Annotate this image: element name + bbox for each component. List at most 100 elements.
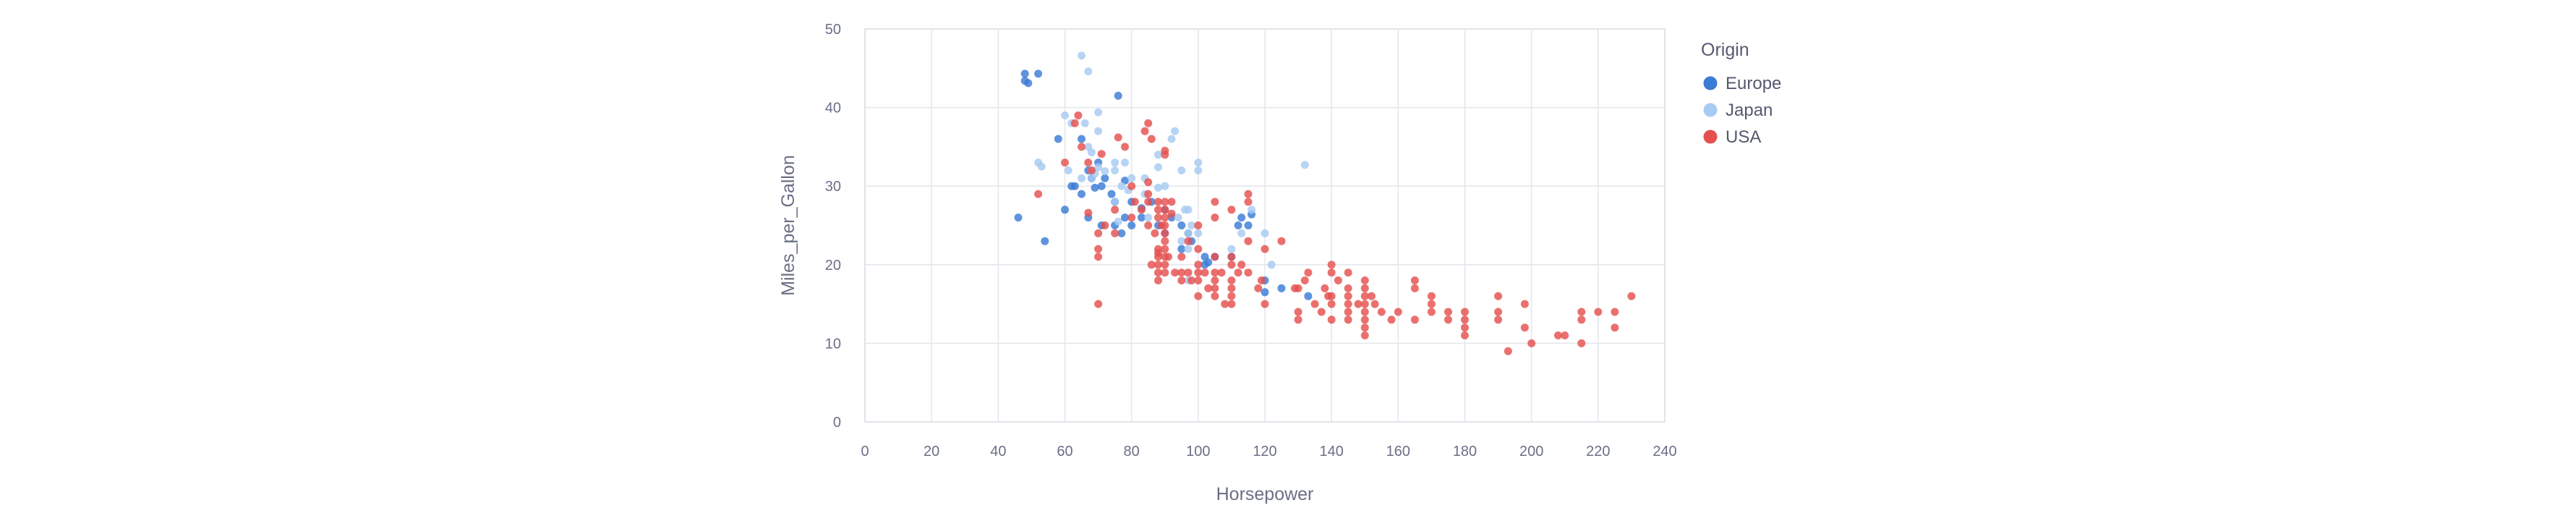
data-point[interactable] <box>1111 206 1119 214</box>
data-point[interactable] <box>1154 198 1162 206</box>
data-point[interactable] <box>1094 163 1103 172</box>
data-point[interactable] <box>1611 308 1619 316</box>
data-point[interactable] <box>1087 166 1096 174</box>
data-point[interactable] <box>1144 119 1153 127</box>
data-point[interactable] <box>1368 292 1376 300</box>
data-point[interactable] <box>1094 253 1103 261</box>
data-point[interactable] <box>1394 308 1402 316</box>
data-point[interactable] <box>1334 276 1342 284</box>
data-point[interactable] <box>1410 284 1419 292</box>
data-point[interactable] <box>1121 158 1129 167</box>
data-point[interactable] <box>1084 158 1093 167</box>
data-point[interactable] <box>1194 245 1203 253</box>
data-point[interactable] <box>1494 316 1503 324</box>
data-point[interactable] <box>1237 229 1246 237</box>
data-point[interactable] <box>1078 143 1086 151</box>
data-point[interactable] <box>1344 284 1352 292</box>
data-point[interactable] <box>1360 300 1369 308</box>
data-point[interactable] <box>1277 237 1286 245</box>
data-point[interactable] <box>1111 158 1119 167</box>
data-point[interactable] <box>1144 190 1153 198</box>
data-point[interactable] <box>1061 111 1069 119</box>
data-point[interactable] <box>1327 300 1336 308</box>
data-point[interactable] <box>1024 79 1033 88</box>
data-point[interactable] <box>1194 292 1203 300</box>
data-point[interactable] <box>1161 182 1169 190</box>
data-point[interactable] <box>1117 229 1126 237</box>
data-point[interactable] <box>1177 221 1186 229</box>
data-point[interactable] <box>1244 221 1253 229</box>
data-point[interactable] <box>1121 143 1129 151</box>
data-point[interactable] <box>1078 51 1086 60</box>
data-point[interactable] <box>1211 276 1219 284</box>
data-point[interactable] <box>1294 284 1302 292</box>
data-point[interactable] <box>1101 174 1109 182</box>
data-point[interactable] <box>1177 245 1186 253</box>
data-point[interactable] <box>1114 91 1122 100</box>
data-point[interactable] <box>1194 229 1203 237</box>
data-point[interactable] <box>1161 151 1169 159</box>
data-point[interactable] <box>1261 300 1269 308</box>
data-point[interactable] <box>1627 292 1636 300</box>
data-point[interactable] <box>1234 221 1242 229</box>
data-point[interactable] <box>1151 229 1159 237</box>
data-point[interactable] <box>1111 166 1119 174</box>
data-point[interactable] <box>1034 190 1043 198</box>
data-point[interactable] <box>1204 284 1213 292</box>
data-point[interactable] <box>1154 276 1162 284</box>
data-point[interactable] <box>1261 245 1269 253</box>
data-point[interactable] <box>1154 151 1162 159</box>
data-point[interactable] <box>1294 316 1302 324</box>
data-point[interactable] <box>1194 268 1203 277</box>
data-point[interactable] <box>1211 213 1219 222</box>
data-point[interactable] <box>1078 135 1086 143</box>
data-point[interactable] <box>1097 150 1106 158</box>
data-point[interactable] <box>1360 331 1369 339</box>
legend-item-usa[interactable]: USA <box>1703 127 1762 147</box>
data-point[interactable] <box>1167 198 1176 206</box>
data-point[interactable] <box>1054 135 1062 143</box>
data-point[interactable] <box>1310 300 1319 308</box>
data-point[interactable] <box>1254 284 1263 292</box>
data-point[interactable] <box>1177 237 1186 245</box>
data-point[interactable] <box>1227 206 1236 214</box>
data-point[interactable] <box>1257 276 1266 284</box>
data-point[interactable] <box>1154 268 1162 277</box>
data-point[interactable] <box>1194 166 1203 174</box>
data-point[interactable] <box>1227 276 1236 284</box>
data-point[interactable] <box>1360 284 1369 292</box>
data-point[interactable] <box>1360 316 1369 324</box>
data-point[interactable] <box>1321 284 1329 292</box>
data-point[interactable] <box>1461 308 1469 316</box>
data-point[interactable] <box>1554 331 1562 339</box>
data-point[interactable] <box>1154 163 1162 172</box>
data-point[interactable] <box>1611 323 1619 332</box>
data-point[interactable] <box>1161 229 1169 237</box>
data-point[interactable] <box>1174 213 1182 222</box>
data-point[interactable] <box>1111 229 1119 237</box>
data-point[interactable] <box>1461 316 1469 324</box>
data-point[interactable] <box>1594 308 1603 316</box>
data-point[interactable] <box>1161 245 1169 253</box>
data-point[interactable] <box>1097 182 1106 190</box>
data-point[interactable] <box>1211 292 1219 300</box>
data-point[interactable] <box>1147 261 1156 269</box>
data-point[interactable] <box>1094 245 1103 253</box>
data-point[interactable] <box>1494 292 1503 300</box>
data-point[interactable] <box>1161 206 1169 214</box>
data-point[interactable] <box>1161 221 1169 229</box>
data-point[interactable] <box>1520 300 1529 308</box>
data-point[interactable] <box>1211 198 1219 206</box>
data-point[interactable] <box>1360 276 1369 284</box>
data-point[interactable] <box>1167 209 1176 218</box>
data-point[interactable] <box>1154 213 1162 222</box>
data-point[interactable] <box>1227 245 1236 253</box>
data-point[interactable] <box>1114 217 1122 226</box>
data-point[interactable] <box>1344 268 1352 277</box>
data-point[interactable] <box>1354 300 1362 308</box>
data-point[interactable] <box>1121 213 1129 222</box>
data-point[interactable] <box>1227 300 1236 308</box>
data-point[interactable] <box>1037 162 1046 171</box>
data-point[interactable] <box>1300 276 1309 284</box>
data-point[interactable] <box>1184 237 1193 245</box>
